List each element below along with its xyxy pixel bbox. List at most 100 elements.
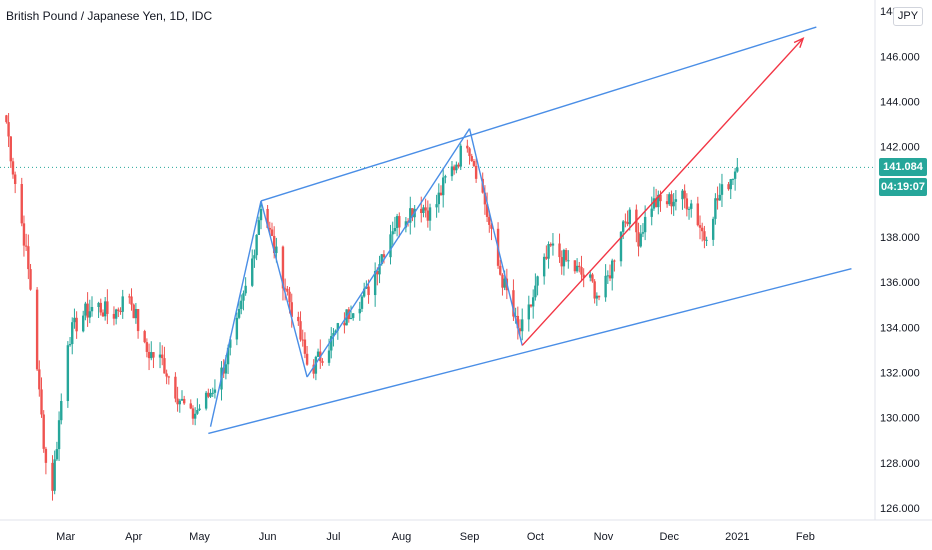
candle [595,292,599,306]
candle [714,193,717,225]
candle [422,204,425,218]
candle [71,317,74,355]
candle [420,196,423,223]
candle [681,188,684,210]
candle [499,259,502,276]
candle [560,250,563,275]
candle [518,319,522,337]
candle [604,264,607,302]
price-tick-label: 144.000 [880,97,920,109]
zigzag-pattern[interactable] [209,128,523,427]
candle [670,190,673,215]
candle [626,210,629,227]
candle [393,216,397,235]
candle [529,304,533,308]
price-tick-label: 146.000 [880,51,920,63]
candle [235,312,239,346]
candle [150,341,153,361]
candle [727,181,730,191]
candle [117,307,120,318]
candle [321,358,324,366]
candle [130,288,133,311]
price-tick-label: 130.000 [880,413,920,425]
candle [558,233,561,263]
candle [167,375,171,385]
candle [196,398,199,415]
candle [251,249,254,288]
drawings-layer[interactable] [208,26,852,435]
candle [435,194,438,218]
candle [635,204,638,243]
candle [404,217,408,233]
candle [73,308,76,329]
price-tick-label: 136.000 [880,277,920,289]
candle [213,379,217,399]
candle [701,222,704,242]
candle [297,311,300,326]
candle [562,248,566,276]
candle [580,255,583,282]
candle [459,143,462,171]
candle [301,329,304,347]
candle [97,301,100,319]
candle [665,194,669,208]
candle [27,234,30,280]
candle [303,332,307,359]
time-tick-label: May [189,531,210,543]
channel-lower-line[interactable] [208,267,852,435]
price-tick-label: 134.000 [880,322,920,334]
candle [314,355,318,381]
time-tick-label: Nov [594,531,614,543]
channel-upper-line[interactable] [260,26,817,202]
candle [75,311,78,339]
time-tick-label: Oct [527,531,544,543]
candle [549,242,552,248]
time-axis[interactable]: Mar Apr May Jun Jul Aug Sep Oct Nov Dec 2021 Feb [56,531,815,543]
candle [312,359,315,379]
candle [683,184,686,209]
candle [178,398,181,413]
candle [452,164,456,175]
candle [209,389,212,399]
candle [650,196,653,226]
time-tick-label: 2021 [725,531,749,543]
candle [38,360,41,397]
price-axis[interactable]: 126.000 128.000 130.000 132.000 134.000 136.0… [880,6,920,515]
candle [696,196,700,227]
candle [457,162,460,169]
candle [84,301,87,321]
arrow-head [793,37,805,48]
candle [441,167,445,208]
candle [103,296,107,321]
projection-arrow[interactable] [521,37,805,346]
candle [57,411,61,462]
candle [573,260,577,274]
candle [360,295,364,313]
currency-button[interactable]: JPY [893,7,923,26]
candle [20,177,23,227]
candle [389,224,392,265]
candle [255,234,258,261]
candle [657,190,660,215]
candle [527,295,530,332]
candle [211,387,214,397]
candle [628,207,631,231]
candle [330,327,333,359]
candle [24,233,28,252]
candle [7,113,10,148]
candle [244,277,247,296]
candle [44,446,48,475]
candle [40,377,43,418]
candle [189,399,192,410]
candle [606,270,610,285]
candle [53,450,56,495]
time-tick-label: Dec [659,531,679,543]
candle [575,258,579,273]
candle [711,216,715,246]
candle [55,441,59,461]
candle [716,186,719,210]
price-tick-label: 138.000 [880,232,920,244]
candle [68,336,72,347]
candle [551,233,555,256]
